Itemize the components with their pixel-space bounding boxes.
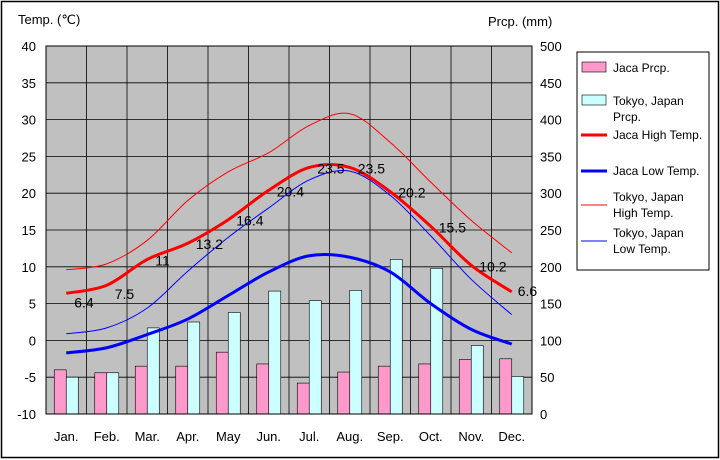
x-tick-label: Jan. <box>54 429 79 444</box>
bar-tokyo-prcp <box>349 290 363 415</box>
bar-jaca-prcp <box>175 365 189 415</box>
left-tick-label: 25 <box>22 149 36 164</box>
right-tick-label: 200 <box>540 260 562 275</box>
x-tick-label: May <box>216 429 241 444</box>
bar-jaca-prcp <box>377 365 391 415</box>
bar-jaca-prcp <box>215 351 229 415</box>
x-tick-label: Mar. <box>135 429 160 444</box>
legend-label: Tokyo, Japan <box>613 226 684 240</box>
x-tick-label: Jun. <box>256 429 281 444</box>
x-tick-label: Aug. <box>336 429 363 444</box>
x-tick-label: Nov. <box>458 429 484 444</box>
left-tick-label: 15 <box>22 223 36 238</box>
series-line-tokyo-japan-low-temp <box>66 170 513 335</box>
right-tick-label: 150 <box>540 297 562 312</box>
data-label: 6.6 <box>518 283 538 299</box>
right-tick-label: 50 <box>540 370 554 385</box>
data-label: 20.2 <box>398 185 425 201</box>
bar-jaca-prcp <box>337 371 351 415</box>
data-label: 16.4 <box>236 213 263 229</box>
x-tick-label: Sep. <box>377 429 404 444</box>
data-label: 6.4 <box>74 294 94 310</box>
left-tick-label: 35 <box>22 76 36 91</box>
right-tick-label: 0 <box>540 407 547 422</box>
data-label: 11 <box>155 252 170 268</box>
left-tick-label: 20 <box>22 186 36 201</box>
right-tick-label: 450 <box>540 76 562 91</box>
bar-jaca-prcp <box>94 372 108 415</box>
data-label: 10.2 <box>479 258 506 274</box>
bar-jaca-prcp <box>458 359 472 415</box>
legend-label: Low Temp. <box>613 242 671 256</box>
bar-tokyo-prcp <box>389 259 403 415</box>
bar-jaca-prcp <box>418 363 432 415</box>
data-label: 13.2 <box>196 236 223 252</box>
data-label: 15.5 <box>439 219 466 235</box>
legend-label: High Temp. <box>613 206 673 220</box>
bar-tokyo-prcp <box>187 321 201 415</box>
left-tick-label: 40 <box>22 39 36 54</box>
legend: Jaca Prcp. Tokyo, Japan Prcp. Jaca High Tem… <box>576 51 710 271</box>
legend-label: Jaca Low Temp. <box>613 164 700 178</box>
left-tick-label: 0 <box>29 333 36 348</box>
legend-label: Jaca High Temp. <box>613 128 702 142</box>
legend-label: Prcp. <box>613 110 641 124</box>
left-tick-label: 5 <box>29 297 36 312</box>
bar-jaca-prcp <box>53 369 67 415</box>
right-tick-label: 350 <box>540 149 562 164</box>
series-line-tokyo-japan-high-temp <box>66 112 513 271</box>
right-axis-title: Prcp. (mm) <box>488 14 552 29</box>
bar-tokyo-prcp <box>227 312 241 415</box>
bar-tokyo-prcp <box>65 376 79 415</box>
bar-jaca-prcp <box>134 365 148 415</box>
right-tick-label: 250 <box>540 223 562 238</box>
data-label: 20.4 <box>277 183 304 199</box>
legend-swatch <box>581 94 607 106</box>
right-tick-label: 500 <box>540 39 562 54</box>
data-label: 23.5 <box>317 160 344 176</box>
bar-tokyo-prcp <box>511 376 525 415</box>
legend-label: Tokyo, Japan <box>613 94 684 108</box>
legend-box <box>576 51 710 271</box>
bar-tokyo-prcp <box>308 300 322 415</box>
bar-jaca-prcp <box>256 363 270 415</box>
right-tick-label: 300 <box>540 186 562 201</box>
data-label: 23.5 <box>358 160 385 176</box>
right-tick-label: 400 <box>540 113 562 128</box>
left-axis-title: Temp. (℃) <box>18 12 80 27</box>
legend-swatch <box>581 61 607 73</box>
left-tick-label: -5 <box>24 370 36 385</box>
left-tick-label: 10 <box>22 260 36 275</box>
x-tick-label: Dec. <box>498 429 525 444</box>
right-tick-label: 100 <box>540 333 562 348</box>
series-line-jaca-low-temp <box>66 252 513 355</box>
plot-area: -10-505101520253035400501001502002503003… <box>17 39 562 444</box>
left-tick-label: -10 <box>17 407 36 422</box>
bar-tokyo-prcp <box>430 267 444 415</box>
x-tick-label: Feb. <box>94 429 120 444</box>
data-label: 7.5 <box>115 286 135 302</box>
bar-tokyo-prcp <box>470 345 484 415</box>
bar-tokyo-prcp <box>268 290 282 415</box>
bar-tokyo-prcp <box>106 372 120 415</box>
bar-tokyo-prcp <box>146 327 160 415</box>
x-tick-label: Jul. <box>299 429 319 444</box>
bar-jaca-prcp <box>296 382 310 415</box>
plot-border <box>45 45 533 415</box>
series-line-jaca-high-temp <box>65 162 513 295</box>
legend-label: Jaca Prcp. <box>613 61 670 75</box>
left-tick-label: 30 <box>22 113 36 128</box>
x-tick-label: Apr. <box>176 429 199 444</box>
x-tick-label: Oct. <box>419 429 443 444</box>
bar-jaca-prcp <box>499 358 513 415</box>
legend-label: Tokyo, Japan <box>613 190 684 204</box>
